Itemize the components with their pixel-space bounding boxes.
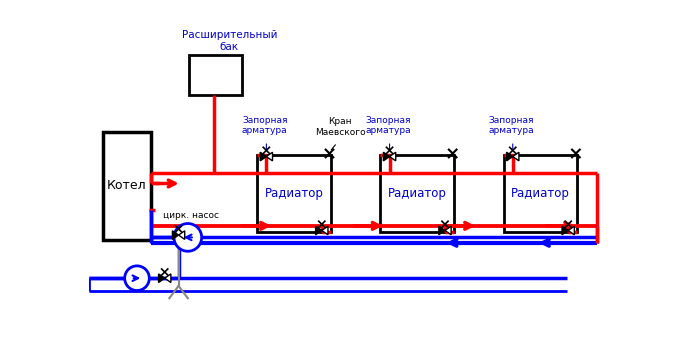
Circle shape — [125, 266, 149, 290]
Text: Расширительный
бак: Расширительный бак — [181, 30, 277, 52]
Polygon shape — [384, 152, 389, 161]
Polygon shape — [562, 226, 568, 235]
Text: Радиатор: Радиатор — [388, 187, 447, 200]
Polygon shape — [158, 274, 164, 282]
Polygon shape — [164, 274, 171, 282]
Polygon shape — [322, 226, 328, 235]
Polygon shape — [178, 231, 185, 239]
Text: Радиатор: Радиатор — [511, 187, 570, 200]
Polygon shape — [568, 226, 574, 235]
Polygon shape — [445, 226, 452, 235]
Polygon shape — [316, 226, 322, 235]
Text: Радиатор: Радиатор — [265, 187, 323, 200]
Text: Котел: Котел — [107, 179, 147, 192]
Bar — [103, 132, 151, 240]
Bar — [380, 155, 454, 232]
Polygon shape — [266, 152, 272, 161]
Bar — [503, 155, 578, 232]
Polygon shape — [389, 152, 396, 161]
Text: Запорная
арматура: Запорная арматура — [489, 116, 534, 135]
Text: Кран
Маевского: Кран Маевского — [315, 117, 365, 136]
Polygon shape — [172, 231, 178, 239]
Polygon shape — [512, 152, 519, 161]
Text: Запорная
арматура: Запорная арматура — [365, 116, 411, 135]
Bar — [189, 55, 241, 95]
Polygon shape — [439, 226, 445, 235]
Bar — [257, 155, 331, 232]
Circle shape — [174, 224, 202, 251]
Text: Запорная
арматура: Запорная арматура — [242, 116, 288, 135]
Text: цирк. насос: цирк. насос — [163, 211, 219, 220]
Polygon shape — [507, 152, 512, 161]
Polygon shape — [260, 152, 266, 161]
